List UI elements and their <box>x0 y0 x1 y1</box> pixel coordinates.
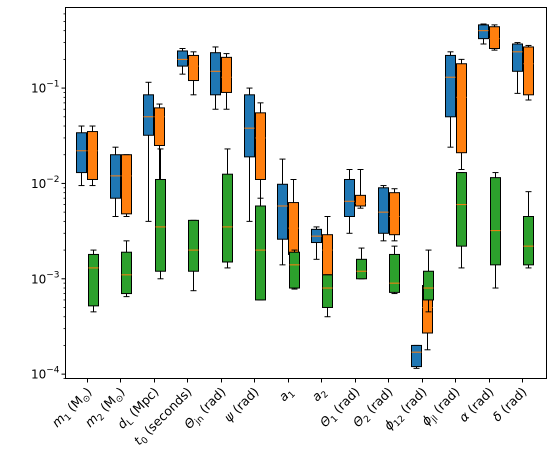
box-orange-4 <box>221 53 232 110</box>
box-body <box>322 234 333 276</box>
box-body <box>177 50 188 67</box>
box-body <box>255 112 266 180</box>
box-body <box>222 173 233 263</box>
boxes-layer <box>76 23 534 369</box>
box-body <box>188 54 199 82</box>
box-green-3 <box>188 219 199 292</box>
box-body <box>121 251 132 295</box>
box-orange-3 <box>188 51 199 96</box>
box-blue-13 <box>512 42 523 94</box>
label-subscript: L <box>125 417 136 428</box>
box-orange-11 <box>456 58 467 170</box>
box-orange-8 <box>355 168 366 209</box>
box-green-7 <box>322 274 333 318</box>
box-body <box>143 94 154 136</box>
box-orange-12 <box>489 24 500 51</box>
box-green-13 <box>523 191 534 269</box>
box-green-12 <box>490 172 501 289</box>
box-green-11 <box>456 172 467 269</box>
label-subscript: 2 <box>96 412 107 423</box>
y-tick-exponent: −4 <box>46 366 60 376</box>
label-subscript: 0 <box>140 435 151 446</box>
box-body <box>76 132 87 174</box>
label-subscript: 1 <box>63 412 74 423</box>
box-body <box>523 216 534 266</box>
label-subscript: 1 <box>287 390 298 401</box>
y-tick-exponent: −1 <box>46 80 59 90</box>
box-body <box>344 178 355 218</box>
box-body <box>221 56 232 93</box>
label-subscript: jl <box>429 414 440 425</box>
box-body <box>121 154 132 215</box>
box-green-6 <box>289 249 300 290</box>
box-green-9 <box>389 245 400 295</box>
box-body <box>389 253 400 293</box>
box-body <box>389 192 400 236</box>
y-tick-exponent: −3 <box>46 270 59 280</box>
box-body <box>87 131 98 180</box>
box-body <box>456 172 467 247</box>
box-blue-6 <box>277 158 288 266</box>
box-body <box>456 63 467 154</box>
box-green-0 <box>88 249 99 313</box>
box-green-5 <box>255 197 266 301</box>
box-body <box>110 154 121 199</box>
label-subscript: 2 <box>362 414 373 425</box>
box-body <box>244 94 255 158</box>
box-body <box>489 26 500 50</box>
box-body <box>478 24 489 40</box>
box-body <box>322 274 333 308</box>
box-blue-7 <box>311 226 322 260</box>
box-body <box>255 205 266 301</box>
box-body <box>210 52 221 96</box>
box-body <box>88 253 99 307</box>
box-orange-0 <box>87 125 98 187</box>
box-body <box>378 187 389 234</box>
box-body <box>155 178 166 272</box>
box-body <box>154 107 165 146</box>
box-body <box>277 183 288 240</box>
box-body <box>445 54 456 118</box>
box-body <box>512 43 523 72</box>
box-blue-8 <box>344 168 355 234</box>
series-green <box>88 148 534 318</box>
box-orange-9 <box>389 188 400 242</box>
box-blue-3 <box>177 48 188 75</box>
box-green-8 <box>356 247 367 280</box>
label-subscript: 1 <box>329 414 340 425</box>
box-blue-4 <box>210 46 221 110</box>
box-body <box>523 46 534 96</box>
box-blue-12 <box>478 23 489 45</box>
box-green-10 <box>423 249 434 313</box>
label-subscript: 2 <box>320 390 331 401</box>
series-blue <box>76 23 523 369</box>
box-blue-11 <box>445 51 456 148</box>
box-green-4 <box>222 148 233 269</box>
box-blue-2 <box>143 81 154 222</box>
box-green-2 <box>155 148 166 280</box>
box-body <box>188 219 199 272</box>
box-body <box>423 270 434 301</box>
box-body <box>490 177 501 266</box>
box-green-1 <box>121 240 132 298</box>
box-blue-9 <box>378 185 389 242</box>
box-blue-1 <box>110 146 121 218</box>
box-body <box>355 194 366 207</box>
box-blue-0 <box>76 125 87 187</box>
box-orange-1 <box>121 154 132 218</box>
box-orange-13 <box>523 44 534 101</box>
y-tick-exponent: −2 <box>46 175 59 185</box>
box-body <box>289 251 300 289</box>
box-blue-5 <box>244 87 255 222</box>
box-body <box>411 344 422 368</box>
box-blue-10 <box>411 344 422 369</box>
box-body <box>356 258 367 280</box>
